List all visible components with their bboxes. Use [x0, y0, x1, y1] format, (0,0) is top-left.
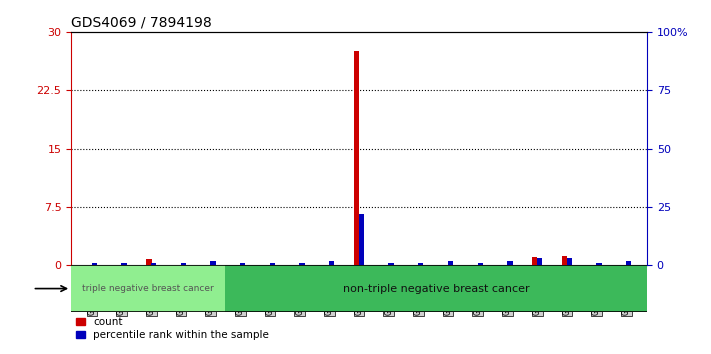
Bar [210, 261, 215, 265]
Bar [567, 258, 572, 265]
Bar [537, 258, 542, 265]
Bar [354, 51, 359, 265]
Bar [181, 263, 186, 265]
Bar [122, 263, 127, 265]
Bar [299, 263, 305, 265]
Bar [359, 214, 364, 265]
Bar [507, 261, 513, 265]
Bar [92, 263, 97, 265]
Bar [269, 263, 275, 265]
Bar [626, 261, 631, 265]
Bar [146, 259, 151, 265]
Bar [597, 263, 602, 265]
Text: GDS4069 / 7894198: GDS4069 / 7894198 [71, 15, 212, 29]
Bar [151, 263, 156, 265]
Bar [71, 265, 225, 312]
Bar [388, 263, 394, 265]
Bar [329, 261, 334, 265]
Bar [240, 263, 245, 265]
Text: non-triple negative breast cancer: non-triple negative breast cancer [343, 284, 530, 293]
Bar [225, 265, 647, 312]
Bar [562, 256, 567, 265]
Bar [418, 263, 424, 265]
Text: triple negative breast cancer: triple negative breast cancer [82, 284, 214, 293]
Bar [478, 263, 483, 265]
Bar [448, 261, 453, 265]
Bar [532, 257, 538, 265]
Legend: count, percentile rank within the sample: count, percentile rank within the sample [76, 317, 269, 340]
